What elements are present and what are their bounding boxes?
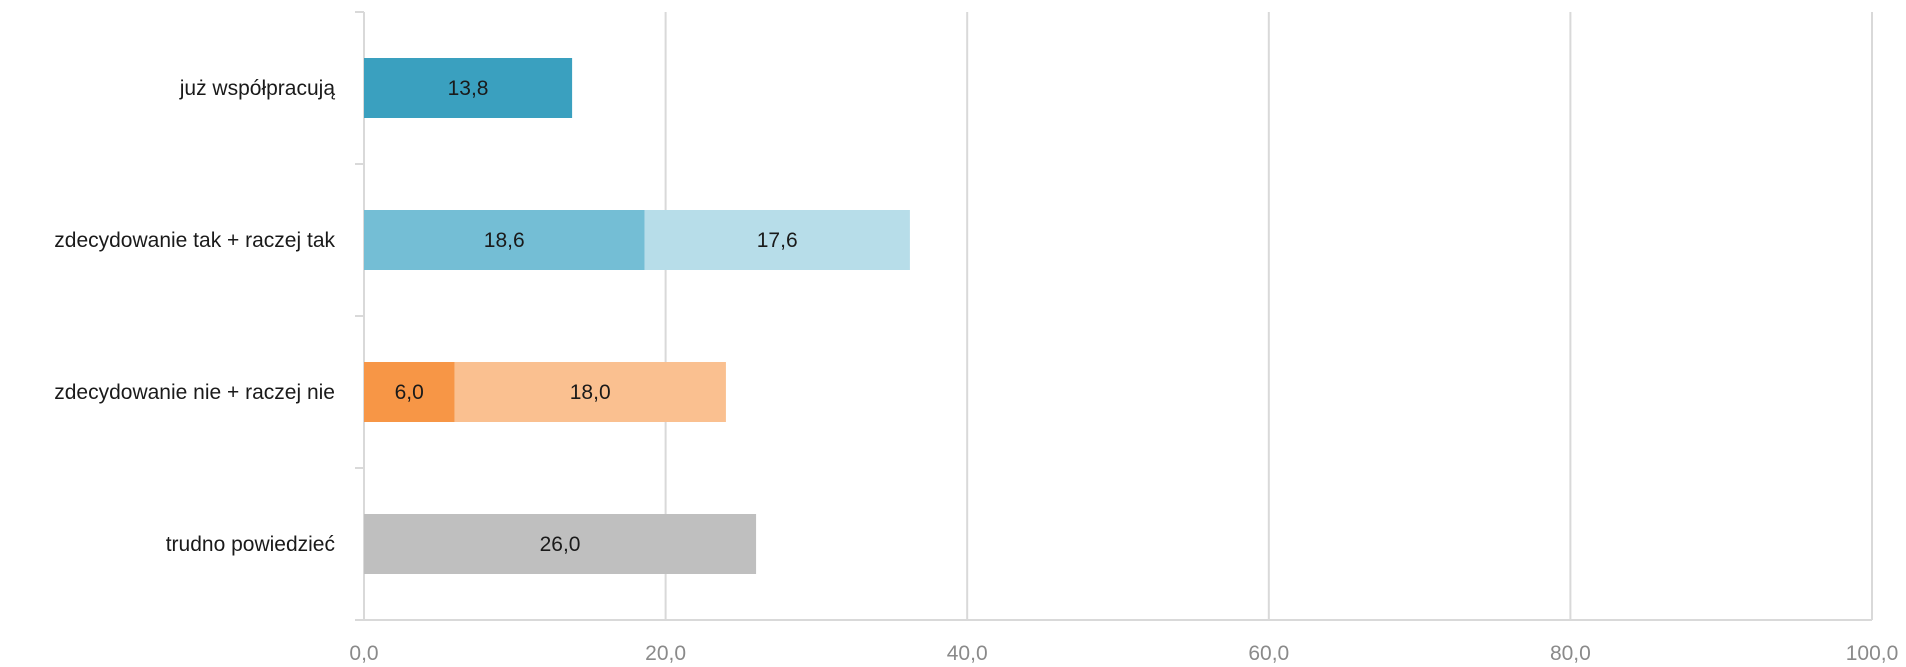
bar-segment [364,514,757,574]
category-label: zdecydowanie nie + raczej nie [54,381,335,404]
data-label: 26,0 [540,533,581,556]
data-label: 17,6 [757,229,798,252]
data-label: 13,8 [448,77,489,100]
x-tick-label: 0,0 [349,642,378,665]
category-label: zdecydowanie tak + raczej tak [54,229,335,252]
data-label: 18,0 [570,381,611,404]
data-label: 18,6 [484,229,525,252]
bar-segment [364,210,645,270]
x-tick-labels: 0,0 20,0 40,0 60,0 80,0 100,0 [349,642,1898,665]
category-label: już współpracują [179,77,336,100]
category-labels: już współpracują zdecydowanie tak + racze… [54,77,335,556]
x-tick-label: 80,0 [1550,642,1591,665]
category-label: trudno powiedzieć [166,533,335,556]
bar-segment [644,210,910,270]
bar-segment [454,362,726,422]
bar-segment [364,58,573,118]
x-tick-label: 60,0 [1248,642,1289,665]
data-label: 6,0 [395,381,424,404]
x-tick-label: 20,0 [645,642,686,665]
bars [364,58,910,574]
bar-segment [364,362,455,422]
data-labels: 13,8 18,6 17,6 6,0 18,0 26,0 [395,77,798,556]
x-tick-label: 40,0 [947,642,988,665]
grid-lines [664,12,1873,620]
x-tick-label: 100,0 [1846,642,1899,665]
